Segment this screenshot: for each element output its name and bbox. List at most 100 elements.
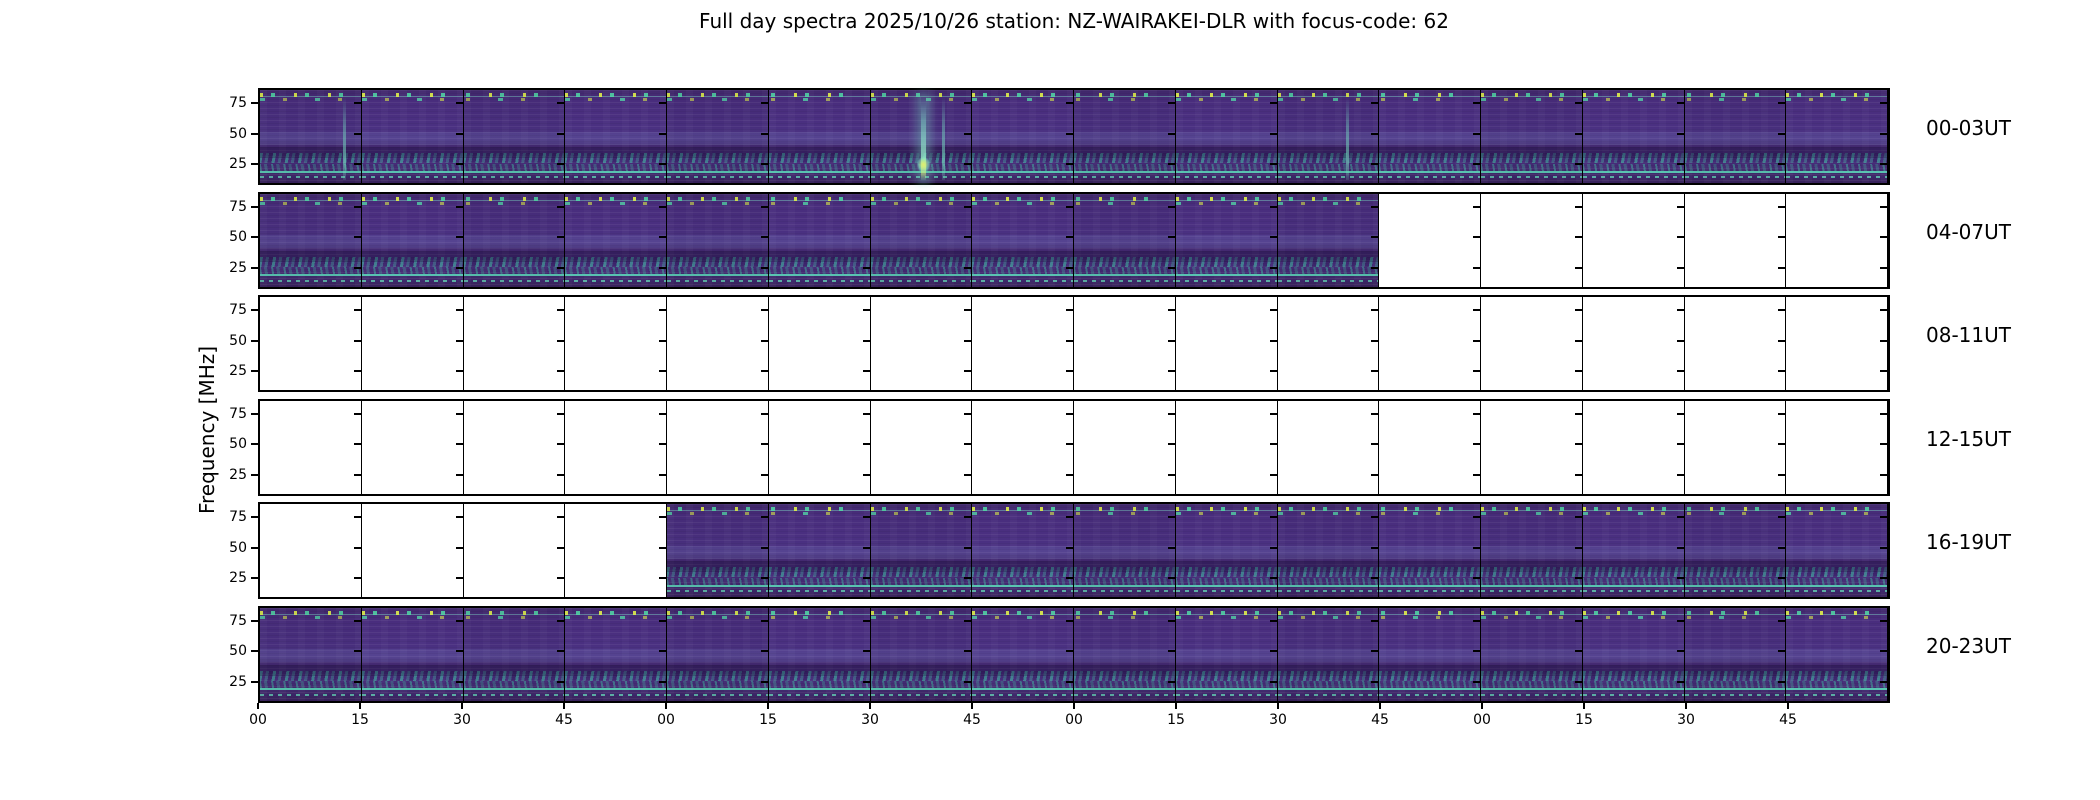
y-tick-inner [1269, 163, 1277, 166]
y-tick-mark [251, 339, 260, 342]
y-tick-inner [964, 370, 972, 373]
y-tick-inner [353, 102, 361, 105]
y-tick-inner [1371, 236, 1379, 239]
y-tick-inner [659, 473, 666, 476]
spectrogram-segment [565, 90, 667, 183]
spectrogram-segment [667, 504, 769, 597]
y-tick-inner [1880, 443, 1887, 446]
y-tick-inner [1269, 102, 1277, 105]
y-tick-inner [557, 619, 565, 622]
y-tick-inner [1676, 546, 1684, 549]
y-tick-mark [251, 443, 260, 446]
y-tick-inner [1269, 309, 1277, 312]
y-tick-inner [353, 412, 361, 415]
spectrogram-segment [1277, 90, 1380, 183]
y-tick-inner [760, 132, 768, 135]
y-tick-inner [1880, 619, 1887, 622]
y-tick-inner [659, 680, 666, 683]
y-tick-inner [1066, 412, 1073, 415]
y-tick-inner [1473, 236, 1480, 239]
spectrogram-segment [260, 90, 362, 183]
y-tick-inner [862, 546, 870, 549]
y-tick-inner [1167, 236, 1175, 239]
y-tick-inner [659, 443, 666, 446]
y-tick-inner [1269, 412, 1277, 415]
spectrogram-segment [870, 607, 973, 701]
y-tick-inner [455, 546, 463, 549]
y-tick-inner [353, 546, 361, 549]
y-tick-inner [1880, 266, 1887, 269]
y-tick-inner [760, 443, 768, 446]
y-tick-inner [1167, 473, 1175, 476]
spectra-row-04-07UT: 75 50 25 04-07UT [229, 191, 2011, 289]
spectrogram-segment [565, 607, 667, 701]
x-tick-label: 45 [1779, 711, 1797, 728]
spectra-row-08-11UT: 75 50 25 08-11UT [229, 295, 2011, 392]
y-tick-inner [1778, 473, 1786, 476]
y-tick-inner [1676, 619, 1684, 622]
y-tick-inner [1574, 650, 1582, 653]
missing-segment [972, 400, 1074, 494]
y-tick-inner [1778, 680, 1786, 683]
y-tick-inner [760, 577, 768, 580]
y-tick-inner [1371, 163, 1379, 166]
y-tick-inner [862, 205, 870, 208]
y-tick-inner [862, 163, 870, 166]
missing-segment [1684, 193, 1787, 287]
y-tick-inner [353, 205, 361, 208]
y-tick-inner [1269, 546, 1277, 549]
y-tick-inner [964, 516, 972, 519]
row-time-label: 04-07UT [1926, 219, 2011, 244]
y-tick-inner [455, 680, 463, 683]
missing-segment [361, 504, 464, 597]
y-tick-inner [1167, 309, 1175, 312]
y-tick-inner [455, 370, 463, 373]
y-tick-inner [760, 339, 768, 342]
row-time-label: 20-23UT [1926, 633, 2011, 658]
y-tick-inner [1167, 516, 1175, 519]
y-tick-mark [251, 473, 260, 476]
y-tick-label: 50 [229, 539, 247, 556]
y-tick-inner [1066, 163, 1073, 166]
y-tick-inner [557, 236, 565, 239]
y-tick-inner [1066, 102, 1073, 105]
spectrogram-segment [1481, 504, 1583, 597]
x-tick-mark [1787, 702, 1789, 709]
y-tick-inner [760, 680, 768, 683]
y-tick-inner [1676, 370, 1684, 373]
y-tick-inner [1371, 546, 1379, 549]
spectrogram-segment [972, 504, 1074, 597]
y-tick-inner [1574, 473, 1582, 476]
spectrogram-segment [972, 90, 1074, 183]
y-tick-inner [1574, 412, 1582, 415]
missing-segment [260, 400, 362, 494]
y-tick-inner [1880, 650, 1887, 653]
y-tick-inner [760, 546, 768, 549]
y-tick-inner [964, 163, 972, 166]
spectrogram-segment [463, 90, 566, 183]
y-tick-label: 25 [229, 673, 247, 690]
spectrogram-segment [1684, 607, 1787, 701]
missing-segment [870, 400, 973, 494]
y-tick-mark [251, 577, 260, 580]
row-time-label: 00-03UT [1926, 116, 2011, 140]
y-tick-inner [1473, 516, 1480, 519]
y-tick-label: 25 [229, 156, 247, 173]
y-tick-inner [1880, 370, 1887, 373]
y-tick-inner [557, 102, 565, 105]
y-tick-inner [1371, 443, 1379, 446]
x-tick-mark [1583, 702, 1585, 709]
y-tick-inner [1880, 309, 1887, 312]
y-tick-inner [353, 266, 361, 269]
y-tick-inner [1574, 680, 1582, 683]
y-tick-inner [455, 619, 463, 622]
y-tick-mark [251, 309, 260, 312]
x-tick-mark [1685, 702, 1687, 709]
y-tick-inner [1167, 650, 1175, 653]
y-tick-inner [659, 309, 666, 312]
y-tick-inner [1880, 577, 1887, 580]
y-tick-inner [1778, 443, 1786, 446]
y-tick-inner [1167, 577, 1175, 580]
y-tick-inner [1066, 205, 1073, 208]
y-tick-label: 50 [229, 436, 247, 453]
